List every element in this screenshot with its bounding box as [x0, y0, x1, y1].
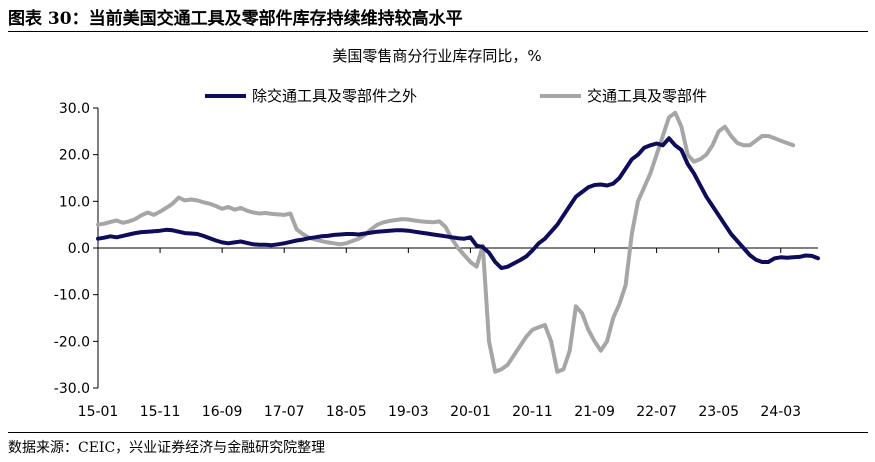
legend: 除交通工具及零部件之外 交通工具及零部件 [205, 87, 707, 105]
x-tick-label: 18-05 [326, 404, 367, 420]
y-tick-label: 30.0 [59, 101, 90, 117]
x-tick-label: 20-11 [512, 404, 553, 420]
y-tick-label: -30.0 [54, 381, 90, 397]
chart-title: 美国零售商分行业库存同比，% [332, 47, 541, 65]
x-tick-label: 17-07 [264, 404, 305, 420]
series-group [96, 110, 820, 374]
x-tick-label: 24-03 [760, 404, 801, 420]
x-tick-label: 19-03 [388, 404, 429, 420]
title-divider [8, 31, 868, 32]
footer-divider [8, 432, 868, 433]
y-tick-label: -10.0 [54, 288, 90, 304]
x-tick-label: 20-01 [450, 404, 491, 420]
x-tick-label: 15-01 [78, 404, 119, 420]
x-tick-label: 16-09 [202, 404, 243, 420]
data-source-note: 数据来源：CEIC，兴业证券经济与金融研究院整理 [8, 440, 326, 456]
legend-label-series-1: 除交通工具及零部件之外 [252, 87, 417, 105]
y-tick-label: -20.0 [54, 334, 90, 350]
series-line-1 [96, 136, 820, 271]
x-tick-label: 22-07 [636, 404, 677, 420]
x-tick-label: 23-05 [698, 404, 739, 420]
y-tick-label: 0.0 [68, 241, 90, 257]
x-tick-label: 15-11 [140, 404, 181, 420]
y-tick-label: 20.0 [59, 148, 90, 164]
axes: 30.0 20.0 10.0 0.0 -10.0 -20.0 -30.0 15-01 15-11… [54, 101, 818, 420]
figure-title: 图表 30：当前美国交通工具及零部件库存持续维持较高水平 [8, 9, 463, 29]
x-tick-label: 21-09 [574, 404, 615, 420]
y-tick-label: 10.0 [59, 194, 90, 210]
series-line-2 [96, 110, 796, 374]
legend-label-series-2: 交通工具及零部件 [587, 87, 707, 105]
